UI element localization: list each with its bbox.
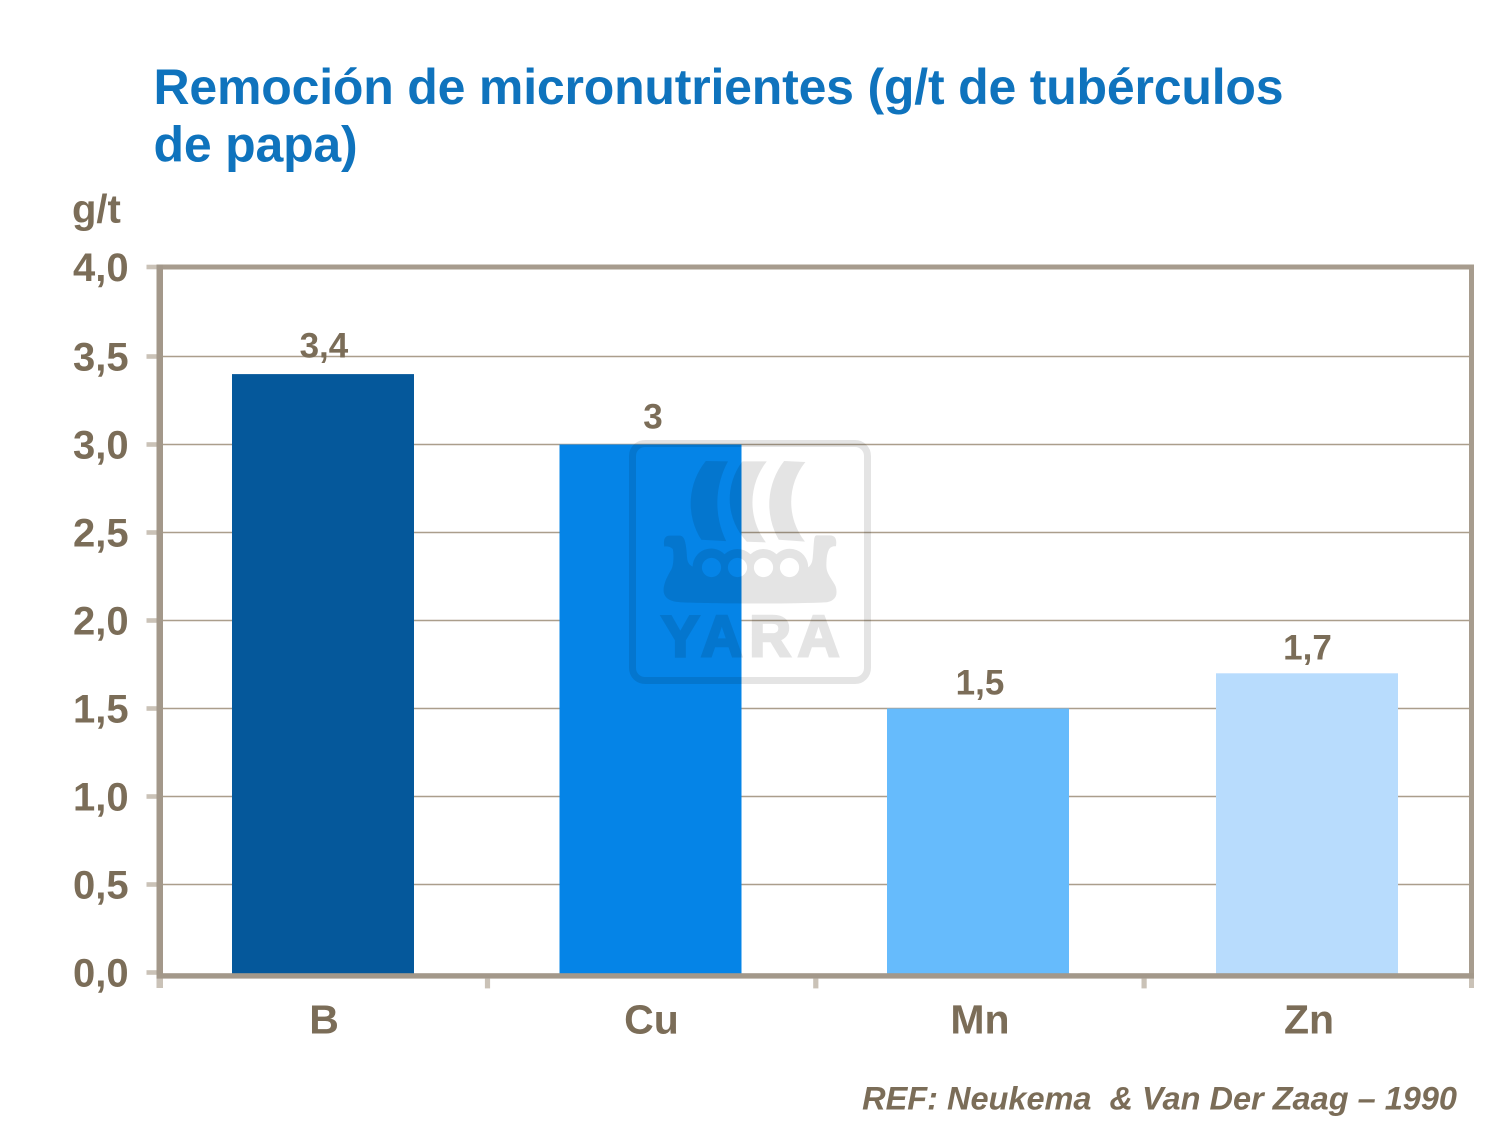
svg-text:Cu: Cu xyxy=(624,997,679,1043)
svg-text:YARA: YARA xyxy=(661,605,846,670)
svg-text:1,5: 1,5 xyxy=(956,664,1005,703)
svg-text:1,5: 1,5 xyxy=(73,687,129,731)
svg-text:3,4: 3,4 xyxy=(300,327,349,366)
svg-text:B: B xyxy=(309,997,339,1043)
svg-text:2,5: 2,5 xyxy=(73,511,129,555)
svg-text:de papa): de papa) xyxy=(154,116,358,172)
svg-text:3,0: 3,0 xyxy=(73,423,129,467)
svg-text:1,0: 1,0 xyxy=(73,775,129,819)
svg-text:REF: Neukema & Van Der Zaag –: REF: Neukema & Van Der Zaag – 1990 xyxy=(862,1080,1457,1116)
svg-text:0,0: 0,0 xyxy=(73,951,129,995)
svg-text:2,0: 2,0 xyxy=(73,599,129,643)
svg-text:1,7: 1,7 xyxy=(1283,628,1332,667)
svg-text:4,0: 4,0 xyxy=(73,246,129,290)
svg-text:Zn: Zn xyxy=(1284,997,1334,1043)
svg-text:Mn: Mn xyxy=(950,997,1009,1043)
svg-text:Remoción de micronutrientes (g: Remoción de micronutrientes (g/t de tubé… xyxy=(154,59,1284,115)
svg-text:3: 3 xyxy=(643,398,662,437)
svg-text:0,5: 0,5 xyxy=(73,863,129,907)
svg-text:3,5: 3,5 xyxy=(73,335,129,379)
svg-text:g/t: g/t xyxy=(72,188,121,232)
